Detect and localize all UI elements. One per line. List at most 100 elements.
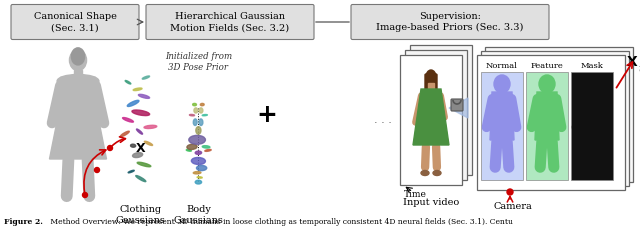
Polygon shape (490, 92, 514, 140)
Ellipse shape (197, 177, 202, 178)
FancyBboxPatch shape (451, 99, 463, 111)
Ellipse shape (138, 94, 150, 98)
Ellipse shape (539, 75, 555, 93)
Text: Clothing
Gaussians: Clothing Gaussians (116, 205, 166, 225)
Polygon shape (413, 89, 449, 145)
FancyArrowPatch shape (597, 142, 599, 167)
Ellipse shape (131, 144, 136, 147)
Ellipse shape (142, 76, 150, 79)
Bar (428, 83, 434, 91)
Ellipse shape (70, 50, 86, 71)
Ellipse shape (426, 70, 436, 84)
FancyArrowPatch shape (577, 99, 582, 127)
Ellipse shape (125, 81, 131, 84)
FancyArrowPatch shape (511, 99, 516, 127)
Ellipse shape (421, 171, 429, 176)
Ellipse shape (133, 88, 142, 91)
Ellipse shape (123, 118, 133, 122)
Ellipse shape (57, 74, 99, 88)
Ellipse shape (144, 125, 157, 129)
FancyArrowPatch shape (602, 99, 607, 127)
Text: +: + (257, 103, 277, 127)
Text: Supervision:
Image-based Priors (Sec. 3.3): Supervision: Image-based Priors (Sec. 3.… (376, 12, 524, 32)
FancyBboxPatch shape (526, 72, 568, 180)
FancyArrowPatch shape (495, 142, 497, 167)
FancyArrowPatch shape (425, 147, 426, 167)
FancyBboxPatch shape (485, 47, 633, 182)
FancyBboxPatch shape (477, 55, 625, 190)
Ellipse shape (137, 162, 151, 167)
Ellipse shape (193, 119, 197, 125)
Ellipse shape (584, 75, 600, 93)
Text: . . .: . . . (374, 115, 392, 125)
FancyArrowPatch shape (507, 142, 509, 167)
Ellipse shape (128, 170, 134, 173)
Ellipse shape (202, 114, 207, 116)
Ellipse shape (191, 157, 205, 164)
Ellipse shape (200, 103, 204, 106)
Bar (74, 70, 82, 79)
Ellipse shape (189, 114, 195, 116)
FancyBboxPatch shape (571, 72, 613, 180)
FancyArrowPatch shape (96, 86, 104, 123)
Polygon shape (449, 98, 468, 118)
Text: Camera: Camera (493, 202, 532, 211)
Circle shape (95, 168, 99, 172)
Text: Time: Time (404, 190, 427, 199)
Polygon shape (57, 77, 99, 135)
Ellipse shape (199, 108, 203, 113)
Ellipse shape (132, 110, 150, 116)
Ellipse shape (199, 119, 203, 125)
Text: Method Overview: We represent 3D humans in loose clothing as temporally consiste: Method Overview: We represent 3D humans … (48, 218, 513, 226)
Ellipse shape (195, 151, 202, 154)
Text: Figure 2.: Figure 2. (4, 218, 45, 226)
FancyArrowPatch shape (585, 142, 587, 167)
Ellipse shape (127, 100, 139, 106)
Ellipse shape (196, 127, 201, 134)
Ellipse shape (145, 141, 152, 145)
FancyArrowPatch shape (52, 86, 60, 123)
FancyArrowPatch shape (552, 142, 554, 167)
Ellipse shape (71, 48, 84, 65)
Ellipse shape (194, 108, 198, 113)
FancyBboxPatch shape (400, 55, 462, 185)
Polygon shape (49, 121, 106, 159)
Ellipse shape (205, 149, 211, 151)
Text: Initialized from
3D Pose Prior: Initialized from 3D Pose Prior (165, 52, 232, 72)
Ellipse shape (494, 75, 510, 93)
FancyBboxPatch shape (405, 50, 467, 180)
Polygon shape (580, 92, 604, 140)
Text: Input video: Input video (403, 198, 459, 207)
Ellipse shape (193, 172, 201, 174)
Circle shape (83, 192, 88, 197)
Ellipse shape (136, 129, 143, 134)
Ellipse shape (195, 180, 202, 184)
FancyArrowPatch shape (415, 96, 421, 122)
Ellipse shape (132, 153, 143, 158)
Polygon shape (535, 92, 559, 140)
Ellipse shape (186, 149, 191, 151)
Text: Hierarchical Gaussian
Motion Fields (Sec. 3.2): Hierarchical Gaussian Motion Fields (Sec… (170, 12, 289, 32)
Ellipse shape (187, 144, 197, 149)
Ellipse shape (433, 171, 441, 176)
FancyArrowPatch shape (440, 96, 445, 117)
FancyArrowPatch shape (67, 160, 68, 196)
FancyArrowPatch shape (557, 99, 561, 127)
Text: $t$: $t$ (638, 62, 640, 74)
Text: $\mathbf{X}$: $\mathbf{X}$ (626, 55, 639, 69)
FancyArrowPatch shape (532, 99, 538, 127)
Circle shape (507, 189, 513, 195)
FancyBboxPatch shape (481, 72, 523, 180)
Text: Normal: Normal (486, 62, 518, 70)
Ellipse shape (136, 176, 146, 182)
Text: Canonical Shape
(Sec. 3.1): Canonical Shape (Sec. 3.1) (33, 12, 116, 32)
FancyArrowPatch shape (486, 99, 492, 127)
Ellipse shape (202, 146, 210, 148)
Text: Mask: Mask (580, 62, 604, 70)
FancyArrowPatch shape (540, 142, 542, 167)
FancyArrowPatch shape (88, 160, 89, 196)
Text: Feature: Feature (531, 62, 563, 70)
Ellipse shape (120, 131, 129, 137)
Text: $\mathbf{X}$: $\mathbf{X}$ (135, 141, 147, 154)
FancyBboxPatch shape (351, 4, 549, 39)
